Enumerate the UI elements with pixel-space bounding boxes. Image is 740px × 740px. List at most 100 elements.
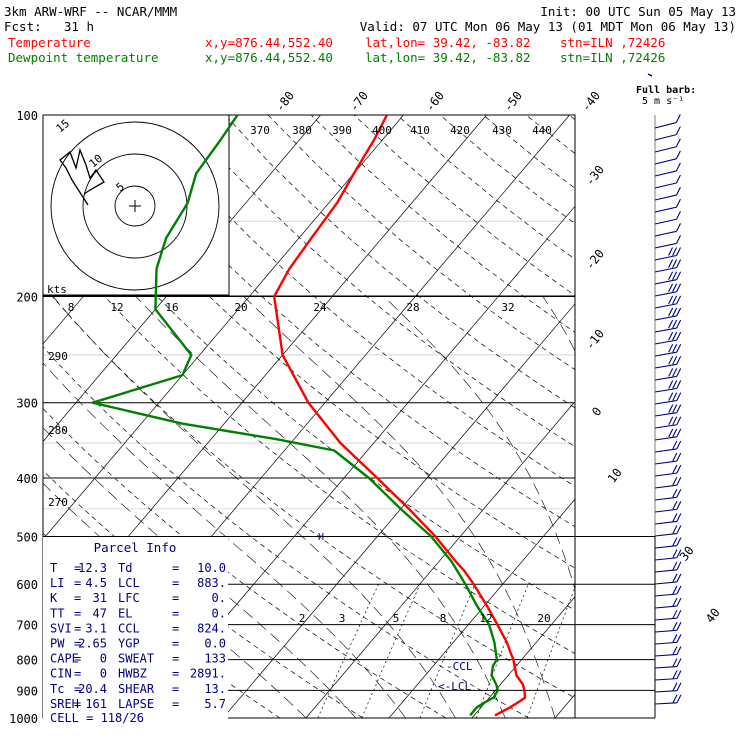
parcel-v1-9: 20.4 xyxy=(78,682,107,696)
wind-barb-29 xyxy=(654,452,682,465)
isotherm-label-40: 40 xyxy=(703,606,723,626)
pressure-label-500: 500 xyxy=(16,530,38,544)
hodo-ring-3 xyxy=(50,121,220,291)
barb-legend-value: 5 m s⁻¹ xyxy=(642,96,684,107)
pressure-label-900: 900 xyxy=(16,684,38,698)
wind-barb-26 xyxy=(654,416,682,429)
parcel-eq-a-3: = xyxy=(74,591,81,605)
wind-barb-44 xyxy=(654,634,682,645)
parcel-v2-8: 2891. xyxy=(190,667,226,681)
hodo-speed-label-12: 12 xyxy=(110,301,123,314)
mixing-ratio-label-5: 5 xyxy=(393,612,400,625)
hodograph-trace xyxy=(59,147,105,206)
mixing-ratio-3 xyxy=(361,584,421,718)
wind-barb-27 xyxy=(654,428,682,441)
parcel-l2-6: YGP xyxy=(118,637,140,651)
h-marker: H xyxy=(318,532,324,543)
isotherm--70 xyxy=(43,115,321,443)
pressure-label-100: 100 xyxy=(16,109,38,123)
barb-legend-title: Full barb: xyxy=(636,85,696,96)
dry-adiabat-430 xyxy=(482,115,575,189)
forecast-label: Fcst: xyxy=(4,19,42,34)
parcel-eq-b-9: = xyxy=(172,682,179,696)
barb-legend-sample xyxy=(647,73,653,77)
theta-label-440: 440 xyxy=(532,124,552,137)
wind-barb-41 xyxy=(654,597,682,609)
parcel-v2-7: 133 xyxy=(204,652,226,666)
hodo-speed-label-8: 8 xyxy=(68,301,75,314)
parcel-v1-4: 47 xyxy=(93,606,107,620)
dry-adiabat-440 xyxy=(525,115,575,155)
wind-barb-48 xyxy=(654,682,682,693)
parcel-eq-a-5: = xyxy=(74,621,81,635)
temperature-profile xyxy=(273,114,527,717)
parcel-l2-3: LFC xyxy=(118,591,140,605)
wind-barb-7 xyxy=(654,186,681,201)
pressure-label-1000: 1000 xyxy=(9,712,38,726)
sounding-profiles xyxy=(91,114,527,717)
theta-label-400: 400 xyxy=(372,124,392,137)
isotherm-label--60: -60 xyxy=(423,89,447,115)
parcel-l1-10: SREH xyxy=(50,697,79,711)
parcel-v2-2: 883. xyxy=(197,576,226,590)
mixing-ratio-12 xyxy=(526,586,575,718)
wind-barb-24 xyxy=(654,392,682,405)
parcel-l1-5: SVI xyxy=(50,621,72,635)
dry-adiabat-360 xyxy=(181,115,575,448)
wind-barb-35 xyxy=(654,525,682,537)
isotherm-label--10: -10 xyxy=(583,327,607,353)
parcel-l2-10: LAPSE xyxy=(118,697,154,711)
wind-barb-6 xyxy=(654,174,681,189)
pressure-label-400: 400 xyxy=(16,472,38,486)
parcel-v2-9: 13. xyxy=(204,682,226,696)
wind-barb-11 xyxy=(654,235,682,249)
dry-adiabat-420 xyxy=(439,115,575,224)
wind-barb-42 xyxy=(654,609,682,621)
pressure-label-300: 300 xyxy=(16,397,38,411)
parcel-eq-a-9: = xyxy=(74,682,81,696)
hodo-speed-label-24: 24 xyxy=(313,301,327,314)
wind-barb-43 xyxy=(654,622,682,633)
wind-barb-21 xyxy=(654,356,682,369)
parcel-l2-2: LCL xyxy=(118,576,140,590)
hodo-speed-label-28: 28 xyxy=(406,301,419,314)
pressure-label-700: 700 xyxy=(16,619,38,633)
mixing-ratio-5 xyxy=(419,584,476,718)
wind-barb-40 xyxy=(654,585,682,597)
wind-barb-13 xyxy=(654,259,682,273)
wind-barb-5 xyxy=(654,162,681,177)
theta-label-380: 380 xyxy=(292,124,312,137)
hodo-kts-label: kts xyxy=(47,283,67,296)
parcel-eq-b-1: = xyxy=(172,561,179,575)
isotherm-10 xyxy=(471,596,575,718)
dewpoint-profile xyxy=(91,114,500,717)
hodograph-box xyxy=(42,114,230,296)
parcel-eq-b-5: = xyxy=(172,621,179,635)
theta-label-410: 410 xyxy=(410,124,430,137)
isotherm-label-30: 30 xyxy=(677,544,697,564)
mixing-ratio-label-2: 2 xyxy=(299,612,306,625)
valid-time: Valid: 07 UTC Mon 06 May 13 (01 MDT Mon … xyxy=(360,19,736,34)
isotherm-label--20: -20 xyxy=(583,247,607,273)
parcel-v2-4: 0. xyxy=(212,606,226,620)
parcel-v1-8: 0 xyxy=(100,667,107,681)
wind-barb-39 xyxy=(654,573,682,585)
wind-barb-34 xyxy=(654,513,682,525)
wind-barb-38 xyxy=(654,561,682,573)
dry-adiabat-380 xyxy=(267,115,575,371)
wind-barb-12 xyxy=(654,247,682,261)
mixing-ratio-20 xyxy=(594,584,639,718)
dry-adiabat-350 xyxy=(138,115,575,487)
parcel-v1-7: 0 xyxy=(100,652,107,666)
wind-barb-16 xyxy=(654,295,682,309)
parcel-eq-b-2: = xyxy=(172,576,179,590)
isotherm-label--50: -50 xyxy=(501,89,525,115)
parcel-l1-3: K xyxy=(50,591,58,605)
parcel-eq-b-10: = xyxy=(172,697,179,711)
wind-barb-25 xyxy=(654,404,682,417)
parcel-v2-10: 5.7 xyxy=(204,697,226,711)
plot-frame xyxy=(42,114,576,719)
isotherm-20 xyxy=(554,693,575,718)
parcel-eq-a-7: = xyxy=(74,652,81,666)
parcel-info-title: Parcel Info xyxy=(94,540,177,555)
